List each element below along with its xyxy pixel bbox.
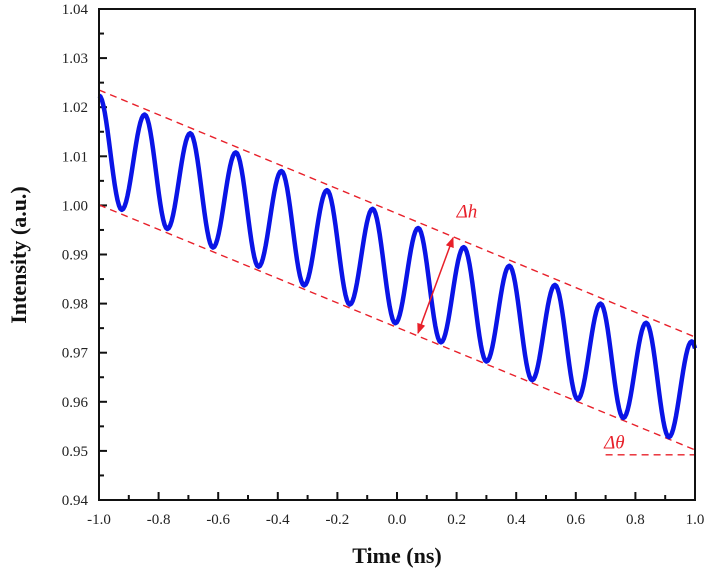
y-tick-label: 1.01: [62, 149, 88, 165]
y-tick-label: 0.99: [62, 248, 88, 264]
x-tick-label: 0.0: [388, 512, 407, 528]
y-axis-title: Intensity (a.u.): [6, 186, 31, 324]
delta-h-label: Δh: [456, 202, 478, 223]
x-tick-label: 1.0: [686, 512, 705, 528]
axis-ticks: -1.0 -0.8 -0.6 -0.4 -0.2 0.0 0.2 0.4 0.6 0.8 1.0 0.…: [62, 2, 705, 528]
x-axis-title: Time (ns): [352, 543, 441, 568]
x-tick-label: -0.4: [266, 512, 290, 528]
upper-envelope-line: [98, 89, 696, 338]
intensity-series-line: [97, 93, 698, 440]
x-tick-label: -1.0: [87, 512, 111, 528]
x-tick-label: 0.6: [566, 512, 585, 528]
y-tick-label: 1.02: [62, 100, 88, 116]
plot-frame: [98, 8, 696, 501]
delta-h-double-arrow: [417, 236, 454, 335]
y-tick-label: 0.95: [62, 444, 88, 460]
plot-marks: Δh Δθ: [97, 89, 698, 456]
x-tick-label: 0.4: [507, 512, 526, 528]
y-tick-label: 1.00: [62, 198, 88, 214]
x-tick-label: -0.2: [326, 512, 350, 528]
y-tick-label: 1.03: [62, 51, 88, 67]
y-tick-label: 0.98: [62, 297, 88, 313]
x-tick-label: -0.8: [147, 512, 171, 528]
y-tick-label: 0.96: [62, 395, 89, 411]
x-tick-label: -0.6: [206, 512, 230, 528]
x-tick-label: 0.2: [447, 512, 466, 528]
delta-theta-label: Δθ: [603, 432, 624, 453]
y-tick-label: 0.97: [62, 346, 89, 362]
y-tick-label: 1.04: [62, 2, 89, 18]
x-tick-label: 0.8: [626, 512, 645, 528]
y-tick-label: 0.94: [62, 493, 89, 509]
